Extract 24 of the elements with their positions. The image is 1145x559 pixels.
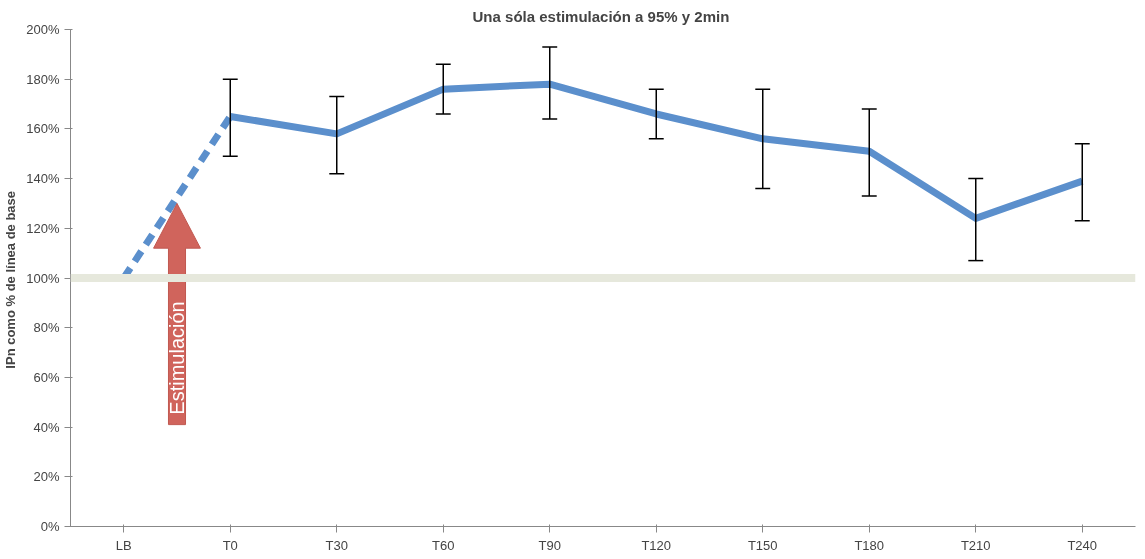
y-tick-label: 200% [26, 22, 60, 37]
y-tick-label: 180% [26, 71, 60, 87]
annotation: Estimulación [166, 301, 188, 415]
chart-title: Una sóla estimulación a 95% y 2min [472, 7, 730, 25]
y-tick-label: 120% [26, 220, 60, 236]
x-tick-label: LB [115, 537, 132, 553]
x-tick-label: T210 [960, 537, 991, 553]
y-tick-label: 140% [26, 171, 60, 187]
y-tick-label: 40% [33, 419, 60, 435]
y-tick-label: 80% [33, 320, 60, 336]
x-tick-label: T120 [641, 537, 672, 553]
y-tick-label: 0% [40, 519, 60, 534]
y-tick-label: 160% [26, 121, 60, 137]
y-axis-title: IPn como % de línea de base [3, 190, 19, 369]
x-tick-label: T30 [325, 537, 348, 553]
x-tick-label: T150 [747, 537, 778, 553]
x-tick-label: T60 [432, 537, 455, 553]
y-tick-label: 60% [33, 369, 60, 385]
x-tick-label: T240 [1067, 537, 1098, 553]
x-tick-label: T0 [222, 537, 238, 553]
x-tick-label: T180 [854, 537, 885, 553]
x-tick-label: T90 [538, 537, 561, 553]
y-tick-label: 20% [33, 469, 60, 485]
y-tick-label: 100% [26, 270, 60, 286]
